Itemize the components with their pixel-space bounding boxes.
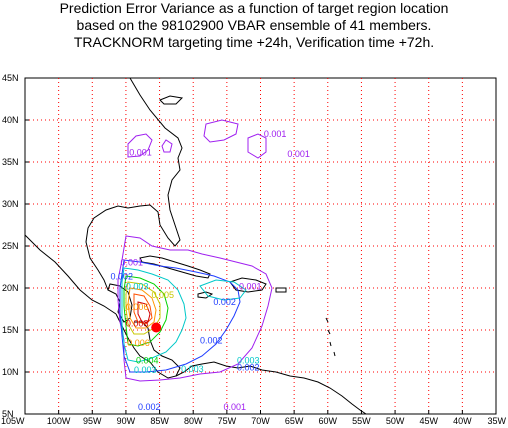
lon-tick-label: 35W [487,416,506,426]
contour-label: 0.001 [121,257,144,267]
lon-tick-label: 75W [218,416,237,426]
lat-lon-grid [25,78,496,414]
contour-label: 0.002 [213,297,236,307]
lon-tick-label: 60W [319,416,338,426]
us-east-coast [85,77,183,291]
contour-label: 0.002 [110,272,133,282]
contour-label: 0.006 [127,338,150,348]
lat-tick-label: 15N [2,325,19,335]
lat-tick-label: 35N [2,157,19,167]
contour-label: 0.001 [223,402,246,412]
lon-tick-label: 50W [386,416,405,426]
contour-label: 0.002 [237,362,260,372]
lat-tick-label: 30N [2,199,19,209]
contour-0.001-north-d [161,139,173,153]
puerto-rico-outline [275,287,287,293]
lat-tick-label: 10N [2,367,19,377]
title-line-1: Prediction Error Variance as a function … [59,0,449,16]
lat-tick-label: 45N [2,73,19,83]
contour-0.001-north-a [127,133,153,158]
contour-label: 0.003 [237,356,260,366]
contour-0.003-east [199,279,247,301]
lon-tick-label: 80W [184,416,203,426]
contour-0.001-north-b [203,119,239,143]
contour-0.001-north-c [247,133,267,159]
lon-tick-label: 85W [150,416,169,426]
lat-tick-label: 5N [2,409,14,419]
lat-tick-label: 20N [2,283,19,293]
contour-label: 0.006 [126,302,149,312]
lon-tick-label: 105W [1,416,25,426]
lon-tick-label: 70W [251,416,270,426]
contour-label: 0.003 [134,365,157,375]
contour-0.002 [119,259,241,373]
contour-0.007 [133,293,153,325]
title-line-2: based on the 98102900 VBAR ensemble of 4… [76,17,432,33]
south-america-coast [175,361,367,415]
contour-label: 0.001 [239,282,262,292]
lesser-antilles [325,317,336,357]
lat-tick-label: 25N [2,241,19,251]
lat-tick-label: 40N [2,115,19,125]
title-line-3: TRACKNORM targeting time +24h, Verificat… [73,34,435,50]
contour-label: 0.004 [136,356,159,366]
lon-tick-label: 95W [83,416,102,426]
map-title: Prediction Error Variance as a function … [0,0,508,51]
cuba-outline [139,255,211,279]
lon-tick-label: 90W [117,416,136,426]
contour-label: 0.003 [181,364,204,374]
lon-tick-label: 100W [47,416,71,426]
great-lakes-hint [159,95,184,105]
contour-0.003 [121,267,187,363]
contour-0.008 [137,301,151,323]
contour-label: 0.001 [264,129,287,139]
lon-tick-label: 40W [453,416,472,426]
contour-0.006 [127,287,157,329]
contour-label: 0.001 [129,147,152,157]
contour-label: 0.003 [126,282,149,292]
variance-contours [117,119,273,382]
contour-label: 0.008 [126,319,149,329]
mexico-pacific-coast [24,234,117,315]
lon-tick-label: 45W [419,416,438,426]
contour-0.005 [125,281,161,335]
lon-tick-label: 65W [285,416,304,426]
lon-tick-label: 55W [352,416,371,426]
contour-label: 0.002 [138,402,161,412]
contour-label: 0.005 [151,290,174,300]
contour-label: 0.001 [287,149,310,159]
contour-label: 0.002 [200,335,223,345]
maximum-dot [151,322,162,333]
contour-0.004 [123,275,169,347]
maximum-marker [151,322,162,333]
